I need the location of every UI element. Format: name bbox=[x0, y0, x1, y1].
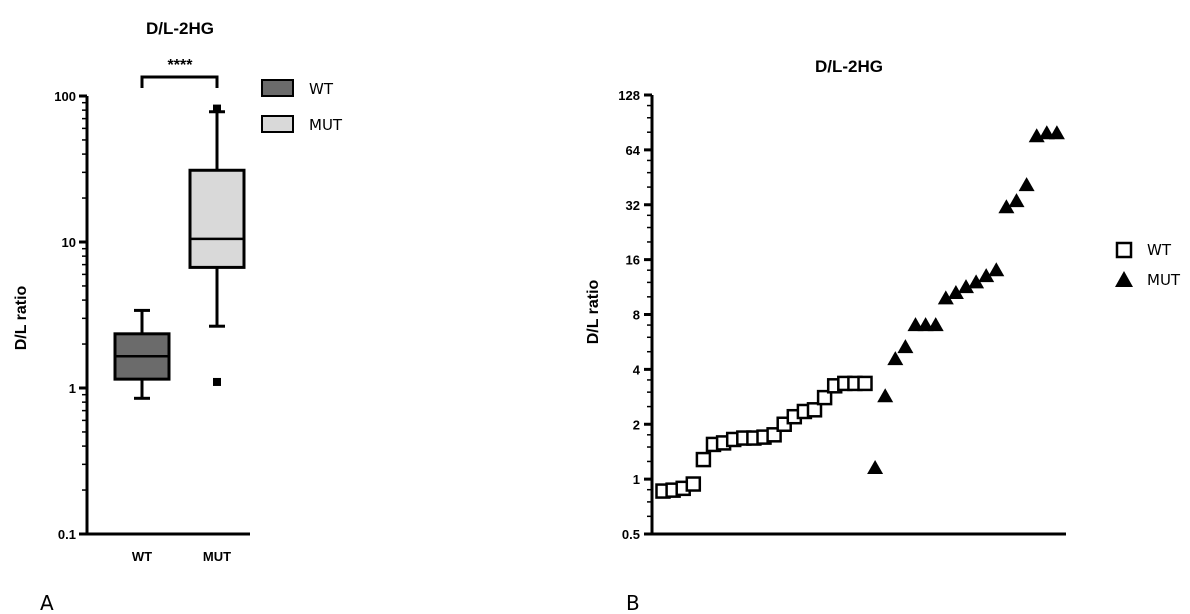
wt-data-point bbox=[695, 451, 712, 468]
panel-b-y-tick-label: 4 bbox=[633, 362, 641, 377]
legend-swatch-wt bbox=[261, 79, 294, 97]
wt-data-point bbox=[685, 476, 702, 492]
legend-label-mut: MUT bbox=[1147, 271, 1181, 289]
wt-data-point bbox=[806, 402, 823, 418]
mut-data-point bbox=[1048, 125, 1065, 140]
panel-b-title: D/L-2HG bbox=[815, 57, 883, 76]
mut-data-point bbox=[917, 317, 934, 332]
mut-data-point bbox=[877, 388, 894, 403]
panel-a-x-tick-label: WT bbox=[132, 549, 152, 564]
panel-a-title: D/L-2HG bbox=[146, 19, 214, 38]
panel-a-letter: A bbox=[40, 591, 54, 614]
panel-b-scatter-plot: D/L-2HG D/L ratio 0.5 1 2 4 8 16 32 64 128 WT MUT… bbox=[585, 57, 1181, 614]
wt-data-point bbox=[816, 389, 833, 406]
mut-data-point bbox=[937, 290, 954, 305]
panel-b-y-tick-label: 8 bbox=[633, 308, 640, 323]
legend-marker-mut bbox=[1115, 271, 1133, 287]
panel-b-y-tick-label: 128 bbox=[618, 88, 640, 103]
panel-b-y-tick-label: 32 bbox=[626, 198, 640, 213]
panel-a-y-axis-label: D/L ratio bbox=[13, 285, 30, 350]
wt-data-point bbox=[857, 375, 873, 392]
mut-data-point bbox=[907, 317, 924, 332]
panel-a-y-tick-label: 0.1 bbox=[58, 527, 76, 542]
panel-a-y-tick-label: 10 bbox=[62, 235, 76, 250]
legend-swatch-mut bbox=[261, 115, 294, 133]
outlier-point bbox=[213, 377, 221, 386]
box-iqr bbox=[188, 168, 246, 269]
mut-data-point bbox=[867, 460, 884, 475]
panel-a-box-plot: D/L-2HG D/L ratio 0.1 1 10 100 WT MUT **** W… bbox=[13, 19, 343, 614]
panel-a-x-tick-label: MUT bbox=[203, 549, 231, 564]
panel-b-y-tick-label: 16 bbox=[626, 253, 640, 268]
mut-data-point bbox=[947, 284, 964, 299]
panel-b-y-tick-label: 2 bbox=[633, 417, 640, 432]
mut-data-point bbox=[927, 317, 944, 332]
mut-data-point bbox=[968, 274, 985, 289]
mut-data-point bbox=[998, 199, 1015, 214]
panel-a-y-tick-label: 100 bbox=[54, 89, 76, 104]
panel-b-y-tick-label: 0.5 bbox=[622, 527, 640, 542]
significance-label: **** bbox=[168, 57, 194, 74]
legend-marker-wt bbox=[1115, 241, 1133, 259]
mut-data-point bbox=[988, 262, 1005, 277]
significance-bracket bbox=[140, 75, 219, 88]
panel-b-y-axis-label: D/L ratio bbox=[585, 279, 602, 344]
mut-data-point bbox=[1038, 125, 1055, 140]
legend-label-wt: WT bbox=[1147, 241, 1172, 259]
box-wt: WT bbox=[113, 308, 171, 564]
series-mut bbox=[867, 125, 1065, 475]
mut-data-point bbox=[887, 351, 904, 366]
panel-b-y-tick-label: 64 bbox=[626, 143, 641, 158]
mut-data-point bbox=[958, 279, 974, 294]
mut-data-point bbox=[897, 339, 914, 354]
mut-data-point bbox=[1008, 193, 1025, 208]
series-wt bbox=[655, 375, 873, 499]
mut-data-point bbox=[978, 268, 995, 283]
outlier-point bbox=[213, 104, 221, 113]
panel-b-letter: B bbox=[626, 591, 640, 614]
legend-label-mut: MUT bbox=[309, 116, 343, 134]
box-mut: MUT bbox=[188, 104, 246, 564]
mut-data-point bbox=[1018, 177, 1035, 192]
panel-b-y-tick-label: 1 bbox=[633, 472, 640, 487]
legend-label-wt: WT bbox=[309, 80, 334, 98]
panel-a-y-tick-label: 1 bbox=[69, 381, 76, 396]
